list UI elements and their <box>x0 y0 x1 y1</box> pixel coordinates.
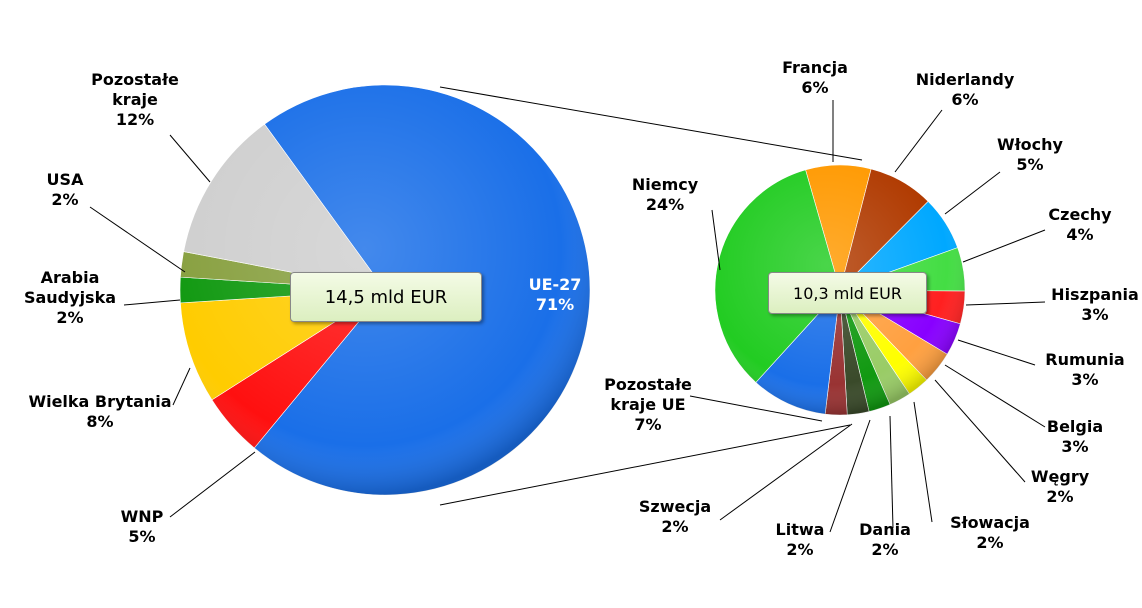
slice-name: Pozostałe kraje <box>91 70 179 109</box>
leader-line <box>172 367 191 406</box>
slice-name: Czechy <box>1048 205 1112 224</box>
slice-name: Belgia <box>1046 417 1104 436</box>
slice-label: Wielka Brytania 8% <box>28 392 171 432</box>
slice-name: Słowacja <box>950 513 1030 532</box>
slice-value: 2% <box>976 533 1004 552</box>
slice-value: 6% <box>801 78 829 97</box>
slice-name: Hiszpania <box>1051 285 1139 304</box>
slice-value: 2% <box>871 540 899 559</box>
slice-value: 7% <box>634 415 662 434</box>
slice-name: Pozostałe kraje UE <box>604 375 692 414</box>
leader-line <box>689 395 823 422</box>
slice-name: Litwa <box>775 520 825 539</box>
slice-label: Litwa 2% <box>776 520 825 560</box>
slice-label: Arabia Saudyjska 2% <box>15 268 125 328</box>
slice-label: Francja 6% <box>782 58 848 98</box>
leader-line <box>944 171 1001 215</box>
slice-name: USA <box>46 170 84 189</box>
leader-line <box>169 134 211 183</box>
leader-line <box>944 364 1046 428</box>
slice-value: 3% <box>1061 437 1089 456</box>
slice-value: 12% <box>115 110 155 129</box>
leader-line <box>829 419 871 533</box>
slice-value: 2% <box>51 190 79 209</box>
leader-line <box>965 301 1046 306</box>
slice-value: 3% <box>1081 305 1109 324</box>
slice-value: 5% <box>1016 155 1044 174</box>
slice-label: Niemcy 24% <box>632 175 698 215</box>
slice-name: Węgry <box>1030 467 1090 486</box>
slice-value: 6% <box>951 90 979 109</box>
slice-label: Pozostałe kraje UE 7% <box>593 375 703 435</box>
slice-value: 2% <box>1046 487 1074 506</box>
slice-name: WNP <box>120 507 164 526</box>
slice-name: Szwecja <box>638 497 712 516</box>
leader-line <box>889 415 894 529</box>
slice-value: 24% <box>645 195 685 214</box>
leader-line <box>123 299 181 306</box>
slice-value: 5% <box>128 527 156 546</box>
leader-line <box>711 209 721 271</box>
slice-name: Wielka Brytania <box>28 392 172 411</box>
slice-label: UE-27 71% <box>529 275 582 315</box>
slice-label: Belgia 3% <box>1047 417 1103 457</box>
slice-name: Dania <box>859 520 911 539</box>
slice-name: Francja <box>782 58 848 77</box>
slice-label: Niderlandy 6% <box>916 70 1015 110</box>
slice-label: Słowacja 2% <box>950 513 1030 553</box>
slice-label: Szwecja 2% <box>639 497 711 537</box>
slice-value: 2% <box>661 517 689 536</box>
slice-name: Arabia Saudyjska <box>23 268 117 307</box>
total-box: 14,5 mld EUR <box>290 272 482 322</box>
slice-value: 2% <box>786 540 814 559</box>
slice-name: Rumunia <box>1045 350 1125 369</box>
leader-line <box>894 109 943 173</box>
leader-line <box>957 339 1036 366</box>
slice-label: Rumunia 3% <box>1045 350 1124 390</box>
slice-name: Niderlandy <box>915 70 1015 89</box>
slice-value: 2% <box>56 308 84 327</box>
leader-line <box>962 229 1046 263</box>
slice-label: Węgry 2% <box>1031 467 1089 507</box>
leader-line <box>913 401 933 523</box>
slice-label: Pozostałe kraje 12% <box>90 70 180 130</box>
slice-value: 3% <box>1071 370 1099 389</box>
slice-label: Dania 2% <box>859 520 911 560</box>
slice-value: 71% <box>535 295 575 314</box>
leader-line <box>89 206 186 273</box>
slice-label: Czechy 4% <box>1048 205 1111 245</box>
slice-value: 4% <box>1066 225 1094 244</box>
slice-value: 8% <box>86 412 114 431</box>
slice-label: Włochy 5% <box>997 135 1063 175</box>
slice-label: WNP 5% <box>121 507 164 547</box>
slice-label: USA 2% <box>47 170 84 210</box>
slice-name: UE-27 <box>528 275 582 294</box>
leader-line <box>719 423 853 521</box>
slice-label: Hiszpania 3% <box>1051 285 1139 325</box>
slice-name: Włochy <box>997 135 1063 154</box>
leader-line <box>169 451 256 518</box>
leader-line <box>934 379 1026 483</box>
total-box: 10,3 mld EUR <box>768 272 927 314</box>
slice-name: Niemcy <box>631 175 699 194</box>
